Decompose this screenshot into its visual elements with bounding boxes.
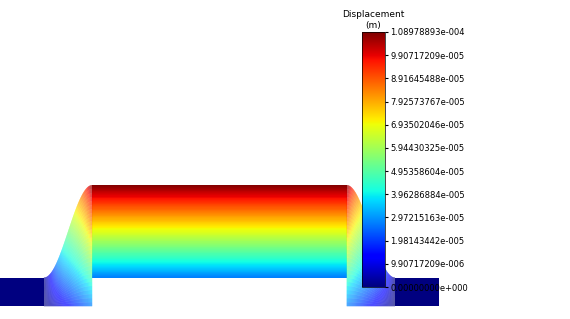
Title: Displacement
(m): Displacement (m)	[342, 10, 405, 30]
Polygon shape	[92, 196, 347, 197]
Polygon shape	[92, 251, 347, 252]
Polygon shape	[92, 194, 347, 195]
Polygon shape	[92, 204, 347, 205]
Polygon shape	[92, 243, 347, 244]
Polygon shape	[92, 277, 347, 278]
Polygon shape	[92, 268, 347, 269]
Polygon shape	[92, 266, 347, 267]
Polygon shape	[92, 220, 347, 221]
Polygon shape	[92, 232, 347, 233]
Polygon shape	[92, 263, 347, 264]
Polygon shape	[92, 230, 347, 231]
Polygon shape	[92, 207, 347, 208]
Polygon shape	[92, 225, 347, 226]
Polygon shape	[92, 210, 347, 211]
Polygon shape	[92, 211, 347, 212]
Polygon shape	[92, 250, 347, 251]
Polygon shape	[92, 212, 347, 213]
Polygon shape	[92, 200, 347, 201]
Polygon shape	[92, 244, 347, 245]
Polygon shape	[92, 208, 347, 209]
Polygon shape	[92, 260, 347, 261]
Polygon shape	[92, 272, 347, 273]
Polygon shape	[92, 233, 347, 234]
Polygon shape	[92, 236, 347, 237]
Polygon shape	[92, 259, 347, 260]
Polygon shape	[92, 246, 347, 247]
Polygon shape	[92, 262, 347, 263]
Polygon shape	[92, 186, 347, 187]
Polygon shape	[92, 253, 347, 254]
Polygon shape	[92, 227, 347, 228]
Polygon shape	[92, 247, 347, 248]
Polygon shape	[92, 271, 347, 272]
Polygon shape	[92, 258, 347, 259]
Polygon shape	[92, 257, 347, 258]
Polygon shape	[92, 216, 347, 217]
Polygon shape	[92, 231, 347, 232]
Polygon shape	[92, 192, 347, 193]
Polygon shape	[92, 252, 347, 253]
Polygon shape	[92, 275, 347, 276]
Polygon shape	[92, 201, 347, 202]
Polygon shape	[92, 214, 347, 215]
Polygon shape	[92, 219, 347, 220]
Polygon shape	[92, 217, 347, 218]
Polygon shape	[92, 193, 347, 194]
Polygon shape	[92, 276, 347, 277]
Polygon shape	[92, 273, 347, 274]
Polygon shape	[92, 255, 347, 256]
Polygon shape	[92, 209, 347, 210]
Polygon shape	[92, 228, 347, 229]
Polygon shape	[92, 218, 347, 219]
Polygon shape	[92, 224, 347, 225]
Polygon shape	[92, 206, 347, 207]
Polygon shape	[92, 191, 347, 192]
Polygon shape	[92, 202, 347, 203]
Polygon shape	[92, 238, 347, 239]
Polygon shape	[92, 235, 347, 236]
Polygon shape	[92, 213, 347, 214]
Polygon shape	[92, 241, 347, 242]
Polygon shape	[92, 265, 347, 266]
Polygon shape	[395, 278, 439, 306]
Polygon shape	[92, 270, 347, 271]
Polygon shape	[92, 223, 347, 224]
Polygon shape	[92, 242, 347, 243]
Polygon shape	[92, 267, 347, 268]
Polygon shape	[92, 254, 347, 255]
Polygon shape	[92, 229, 347, 230]
Polygon shape	[92, 269, 347, 270]
Polygon shape	[92, 264, 347, 265]
Polygon shape	[92, 239, 347, 240]
Polygon shape	[92, 226, 347, 227]
Polygon shape	[92, 237, 347, 238]
Polygon shape	[92, 215, 347, 216]
Polygon shape	[92, 222, 347, 223]
Polygon shape	[92, 188, 347, 189]
Polygon shape	[0, 278, 44, 306]
Polygon shape	[92, 261, 347, 262]
Polygon shape	[92, 203, 347, 204]
Polygon shape	[92, 189, 347, 190]
Polygon shape	[92, 248, 347, 249]
Polygon shape	[92, 240, 347, 241]
Polygon shape	[92, 187, 347, 188]
Polygon shape	[92, 249, 347, 250]
Polygon shape	[92, 185, 347, 186]
Polygon shape	[92, 256, 347, 257]
Polygon shape	[92, 221, 347, 222]
Polygon shape	[92, 245, 347, 246]
Polygon shape	[92, 195, 347, 196]
Polygon shape	[92, 234, 347, 235]
Polygon shape	[92, 197, 347, 198]
Polygon shape	[92, 205, 347, 206]
Polygon shape	[92, 199, 347, 200]
Polygon shape	[92, 190, 347, 191]
Polygon shape	[92, 274, 347, 275]
Polygon shape	[92, 198, 347, 199]
